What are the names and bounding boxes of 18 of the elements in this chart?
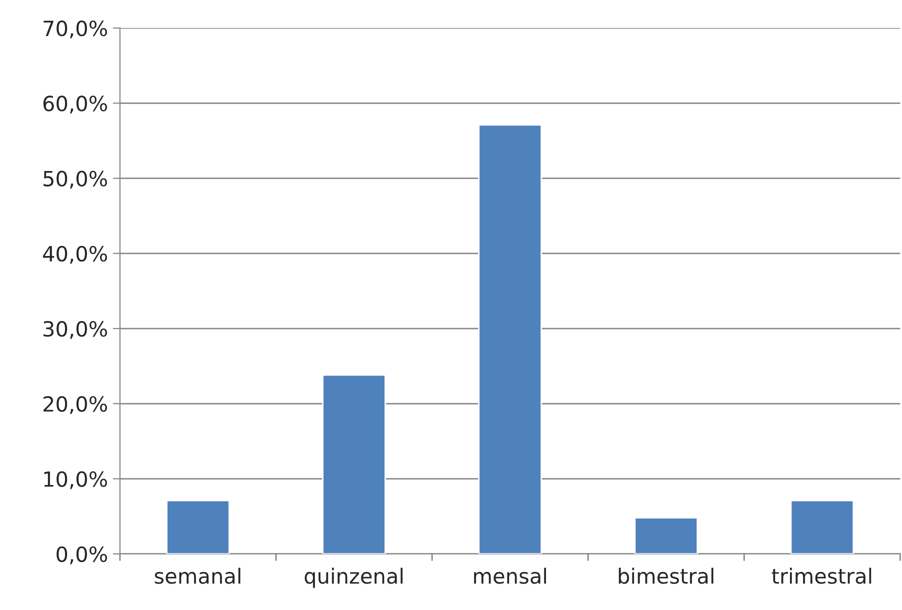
y-tick-label: 0,0% <box>56 546 108 564</box>
bar <box>322 374 386 554</box>
x-tick-label: semanal <box>154 568 240 584</box>
x-tick-label: quinzenal <box>304 568 403 588</box>
y-tick-label: 20,0% <box>44 396 108 414</box>
x-tick-label: bimestral <box>618 568 714 584</box>
x-tick-label: mensal <box>474 568 546 584</box>
x-tick-label: trimestral <box>772 568 872 584</box>
y-tick-label: 30,0% <box>44 320 108 339</box>
y-tick-label: 60,0% <box>43 96 108 114</box>
bar <box>790 500 854 554</box>
bar <box>166 500 230 554</box>
bar <box>478 124 542 554</box>
bar <box>634 517 698 554</box>
y-tick-label: 50,0% <box>44 170 108 189</box>
y-tick-label: 10,0% <box>44 471 108 490</box>
y-tick-label: 40,0% <box>43 246 108 264</box>
y-tick-label: 70,0% <box>44 20 108 38</box>
